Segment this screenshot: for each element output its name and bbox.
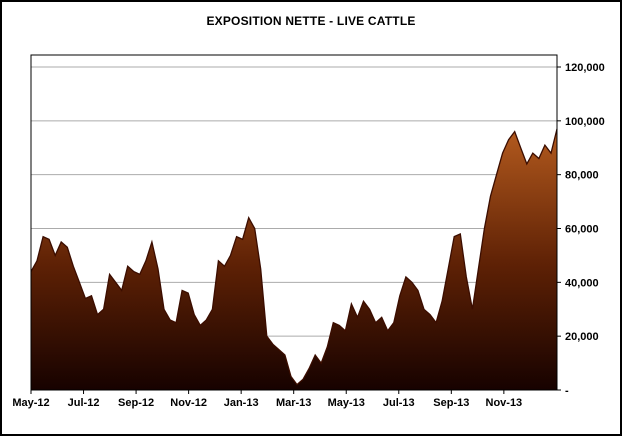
y-axis-label: 100,000 <box>565 116 605 128</box>
x-axis-label: May-13 <box>328 397 365 409</box>
chart-title: EXPOSITION NETTE - LIVE CATTLE <box>206 14 416 28</box>
x-axis-label: Nov-13 <box>486 397 523 409</box>
x-axis-label: Jul-13 <box>383 397 415 409</box>
x-axis-label: Jul-12 <box>68 397 100 409</box>
axes <box>30 54 561 394</box>
y-axis-label: 60,000 <box>565 224 599 236</box>
y-axis-label: 20,000 <box>565 331 599 343</box>
x-axis-label: Mar-13 <box>276 397 311 409</box>
y-axis-label: - <box>565 385 569 397</box>
x-axis-label: Nov-12 <box>170 397 207 409</box>
area-outline <box>30 128 558 386</box>
area-fill <box>31 128 557 390</box>
x-axis-label: Sep-12 <box>118 397 154 409</box>
gridlines <box>31 66 557 337</box>
x-axis-label: Jan-13 <box>224 397 259 409</box>
x-axis-label: Sep-13 <box>433 397 469 409</box>
y-axis-label: 120,000 <box>565 62 605 74</box>
y-axis-label: 80,000 <box>565 170 599 182</box>
area-series <box>30 128 558 390</box>
y-axis-label: 40,000 <box>565 277 599 289</box>
axis-labels: 120,000 100,000 80,000 60,000 40,000 20,000 - M… <box>12 62 604 409</box>
x-axis-label: May-12 <box>12 397 49 409</box>
